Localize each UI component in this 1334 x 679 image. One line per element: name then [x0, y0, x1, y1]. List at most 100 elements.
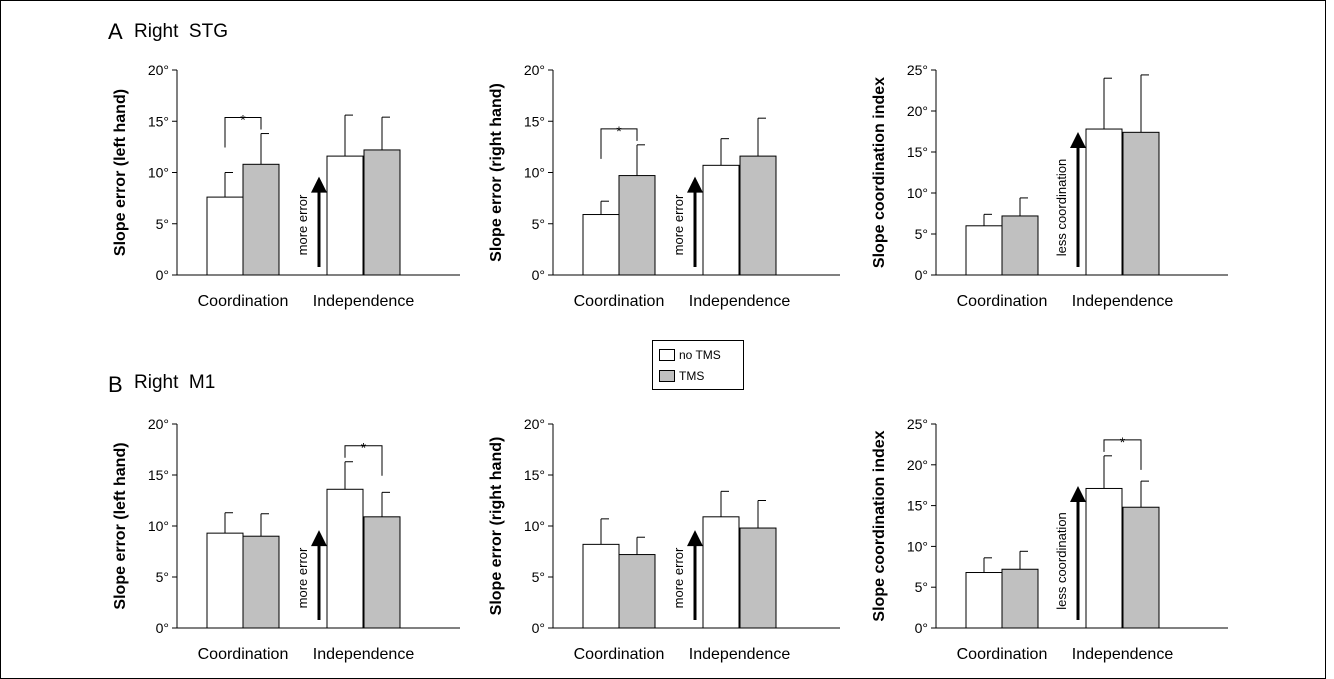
bar	[326, 155, 364, 276]
y-tick-label: 5°	[915, 579, 928, 595]
bar	[242, 535, 280, 629]
bar	[582, 214, 620, 276]
significance-bracket	[344, 445, 383, 476]
y-axis-title: Slope error (right hand)	[488, 83, 505, 262]
y-tick-label: 5°	[915, 226, 928, 242]
y-tick-label: 0°	[915, 267, 928, 283]
bar	[739, 155, 777, 276]
bar	[242, 163, 280, 276]
y-axis-title: Slope error (left hand)	[112, 89, 129, 256]
arrow-head	[1070, 132, 1086, 148]
y-axis-title: Slope coordination index	[871, 430, 888, 621]
bar	[618, 554, 656, 629]
y-tick-label: 10°	[148, 165, 169, 181]
category-label: Independence	[313, 646, 415, 663]
legend-label-no-tms: no TMS	[679, 348, 721, 362]
bar	[1085, 128, 1123, 276]
bar	[1085, 487, 1123, 629]
y-tick-label: 0°	[532, 620, 545, 636]
y-tick-label: 20°	[148, 62, 169, 78]
y-tick-label: 10°	[148, 518, 169, 534]
category-label: Independence	[689, 293, 791, 310]
arrow-label: more error	[671, 194, 686, 255]
y-tick-label: 20°	[524, 416, 545, 432]
legend-swatch-tms	[659, 370, 675, 382]
y-tick-label: 10°	[524, 165, 545, 181]
bar	[1001, 568, 1039, 629]
y-tick-label: 5°	[156, 569, 169, 585]
y-tick-label: 15°	[524, 467, 545, 483]
panel-b-region: Right M1	[134, 372, 216, 393]
y-tick-label: 10°	[524, 518, 545, 534]
bar	[965, 225, 1003, 276]
y-tick-label: 25°	[907, 62, 928, 78]
category-label: Coordination	[574, 646, 665, 663]
bar	[965, 572, 1003, 629]
category-label: Coordination	[957, 646, 1048, 663]
y-axis-title: Slope error (right hand)	[488, 437, 505, 616]
y-tick-label: 10°	[907, 538, 928, 554]
y-tick-label: 10°	[907, 185, 928, 201]
bar	[618, 175, 656, 276]
significance-bracket	[224, 117, 262, 148]
category-label: Independence	[1072, 646, 1174, 663]
y-tick-label: 5°	[532, 216, 545, 232]
y-tick-label: 5°	[156, 216, 169, 232]
significance-star: *	[616, 123, 622, 139]
bar	[206, 532, 244, 629]
bar	[739, 527, 777, 629]
y-tick-label: 20°	[524, 62, 545, 78]
y-tick-label: 20°	[907, 457, 928, 473]
arrow-label: less coordination	[1054, 159, 1069, 257]
arrow-label: more error	[295, 547, 310, 608]
y-tick-label: 25°	[907, 416, 928, 432]
legend-swatch-no-tms	[659, 349, 675, 361]
category-label: Coordination	[574, 293, 665, 310]
arrow-label: more error	[671, 547, 686, 608]
significance-bracket	[1103, 439, 1142, 470]
category-label: Coordination	[957, 293, 1048, 310]
significance-star: *	[1120, 434, 1126, 450]
y-tick-label: 15°	[907, 144, 928, 160]
bar	[363, 516, 401, 629]
y-tick-label: 0°	[915, 620, 928, 636]
category-label: Coordination	[198, 646, 289, 663]
y-tick-label: 0°	[532, 267, 545, 283]
y-tick-label: 0°	[156, 267, 169, 283]
bar	[1122, 506, 1160, 629]
category-label: Independence	[313, 293, 415, 310]
arrow-label: more error	[295, 194, 310, 255]
y-tick-label: 15°	[907, 498, 928, 514]
arrow-head	[311, 176, 327, 193]
category-label: Independence	[689, 646, 791, 663]
legend-item-tms: TMS	[659, 369, 704, 383]
bar	[1001, 215, 1039, 276]
bar	[326, 488, 364, 629]
significance-star: *	[240, 112, 246, 128]
significance-star: *	[361, 440, 367, 456]
charts-layer: 0° 5° 10° 15° 20° Slope error (left hand) Coor…	[112, 62, 1228, 663]
legend-item-no-tms: no TMS	[659, 348, 721, 362]
y-tick-label: 15°	[148, 467, 169, 483]
arrow-head	[311, 530, 327, 547]
legend: no TMS TMS	[652, 340, 744, 390]
category-label: Coordination	[198, 293, 289, 310]
legend-label-tms: TMS	[679, 369, 705, 383]
chart-1: 0° 5° 10° 15° 20° Slope error (left hand) Coor…	[112, 62, 460, 310]
chart-4: 0° 5° 10° 15° 20° Slope error (left hand) Coor…	[112, 416, 460, 663]
y-tick-label: 15°	[524, 113, 545, 129]
chart-5: 0° 5° 10° 15° 20° Slope error (right hand) Coo…	[488, 416, 840, 663]
chart-3: 0° 5° 10° 15° 20° 25° Slope coordination index…	[871, 62, 1228, 310]
bar	[1122, 131, 1160, 276]
bar	[363, 149, 401, 276]
bar	[582, 543, 620, 629]
category-label: Independence	[1072, 293, 1174, 310]
y-tick-label: 20°	[907, 103, 928, 119]
arrow-head	[687, 530, 703, 547]
significance-bracket	[600, 128, 638, 159]
arrow-head	[687, 176, 703, 193]
chart-2: 0° 5° 10° 15° 20° Slope error (right hand) Coo…	[488, 62, 840, 310]
bar	[206, 196, 244, 276]
bar	[702, 516, 740, 629]
